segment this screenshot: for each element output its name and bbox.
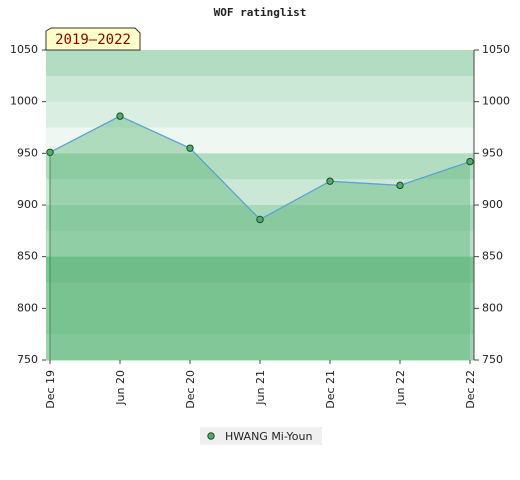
background-band xyxy=(46,230,474,258)
series-area xyxy=(50,116,470,360)
x-tick-label: Jun 22 xyxy=(394,370,407,406)
x-tick-label: Dec 22 xyxy=(464,370,477,409)
y2-tick-label: 1050 xyxy=(482,43,510,56)
data-point xyxy=(186,144,194,152)
y2-tick-label: 950 xyxy=(482,146,503,159)
y-tick-label: 800 xyxy=(17,301,38,314)
x-tick-label: Dec 20 xyxy=(184,370,197,409)
y2-tick-label: 800 xyxy=(482,301,503,314)
x-tick-label: Dec 21 xyxy=(324,370,337,409)
y-tick-label: 950 xyxy=(17,146,38,159)
y-tick-label: 1000 xyxy=(10,95,38,108)
background-band xyxy=(46,282,474,309)
y2-tick-label: 900 xyxy=(482,198,503,211)
background-band xyxy=(46,308,474,335)
legend-label: HWANG Mi-Youn xyxy=(225,430,312,443)
chart-title: WOF ratinglist xyxy=(214,6,307,19)
y2-tick-label: 750 xyxy=(482,353,503,366)
y-tick-label: 900 xyxy=(17,198,38,211)
x-tick-label: Jun 20 xyxy=(114,370,127,406)
badge-box xyxy=(45,27,141,51)
legend: HWANG Mi-Youn xyxy=(200,427,322,445)
background-band xyxy=(46,127,474,154)
y-tick-label: 850 xyxy=(17,250,38,263)
badge-label: 2019–2022 xyxy=(55,32,131,48)
y-tick-label: 750 xyxy=(17,353,38,366)
background-band xyxy=(46,50,474,77)
legend-marker xyxy=(207,432,215,440)
data-point xyxy=(256,215,264,224)
x-tick-label: Dec 19 xyxy=(44,370,57,409)
y2-tick-label: 1000 xyxy=(482,95,510,108)
data-point xyxy=(46,148,54,157)
data-point xyxy=(466,157,474,166)
y2-tick-label: 850 xyxy=(482,250,503,263)
legend-box xyxy=(200,427,322,445)
data-point xyxy=(116,112,124,120)
y-tick-label: 1050 xyxy=(10,43,38,56)
background-band xyxy=(46,75,474,103)
background-band xyxy=(46,334,474,361)
data-point xyxy=(396,181,404,190)
background-band xyxy=(46,256,474,283)
x-tick-label: Jun 21 xyxy=(254,370,267,406)
data-point xyxy=(326,177,334,185)
background-band xyxy=(46,153,474,180)
